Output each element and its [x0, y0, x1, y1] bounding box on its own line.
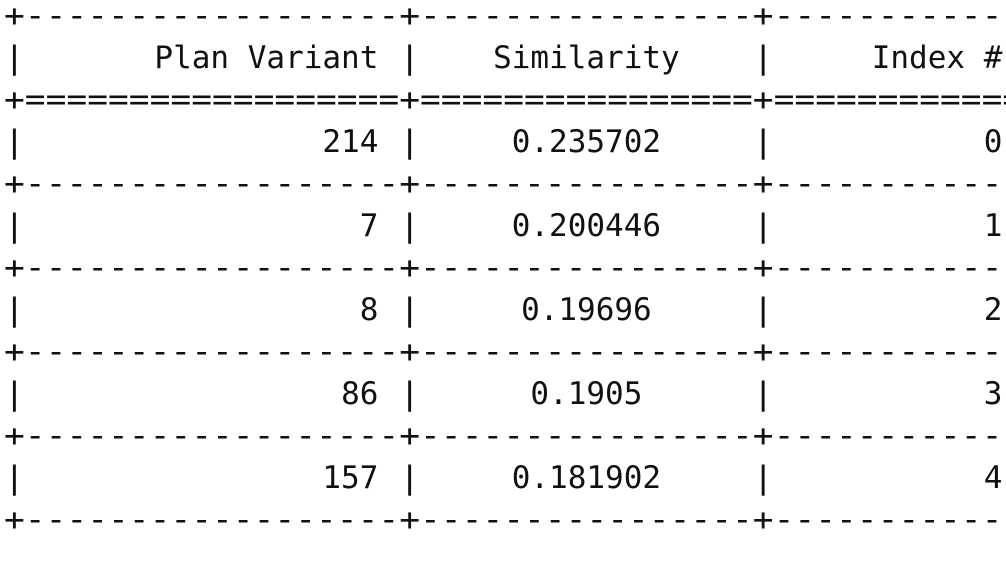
plan-variant-cell: 7 — [360, 208, 379, 244]
index-cell: 2 — [984, 292, 1003, 328]
similarity-cell: 0.19696 — [521, 292, 652, 328]
index-cell: 1 — [984, 208, 1003, 244]
similarity-cell: 0.181902 — [512, 460, 661, 496]
plan-variant-cell: 214 — [322, 124, 378, 160]
row-separators: | | | | — [4, 376, 1006, 412]
plan-variant-cell: 8 — [360, 292, 379, 328]
similarity-cell: 0.200446 — [512, 208, 661, 244]
row-separators: | | | | — [4, 460, 1006, 496]
row-border: +------------------+----------------+---… — [4, 166, 1006, 202]
row-separators: | | | | — [4, 40, 1006, 76]
row-separators: | | | | — [4, 292, 1006, 328]
similarity-cell: 0.1905 — [530, 376, 642, 412]
header-plan-variant: Plan Variant — [154, 40, 378, 76]
row-border: +------------------+----------------+---… — [4, 502, 1006, 538]
header-border: +==================+================+===… — [4, 82, 1006, 118]
plan-variant-cell: 157 — [322, 460, 378, 496]
index-cell: 4 — [984, 460, 1003, 496]
row-separators: | | | | — [4, 124, 1006, 160]
row-separators: | | | | — [4, 208, 1006, 244]
similarity-cell: 0.235702 — [512, 124, 661, 160]
index-cell: 3 — [984, 376, 1003, 412]
row-border: +------------------+----------------+---… — [4, 418, 1006, 454]
row-border: +------------------+----------------+---… — [4, 250, 1006, 286]
top-border: +------------------+----------------+---… — [4, 0, 1006, 34]
plan-variant-cell: 86 — [341, 376, 378, 412]
header-index: Index # — [872, 40, 1003, 76]
header-similarity: Similarity — [493, 40, 680, 76]
row-border: +------------------+----------------+---… — [4, 334, 1006, 370]
index-cell: 0 — [984, 124, 1003, 160]
